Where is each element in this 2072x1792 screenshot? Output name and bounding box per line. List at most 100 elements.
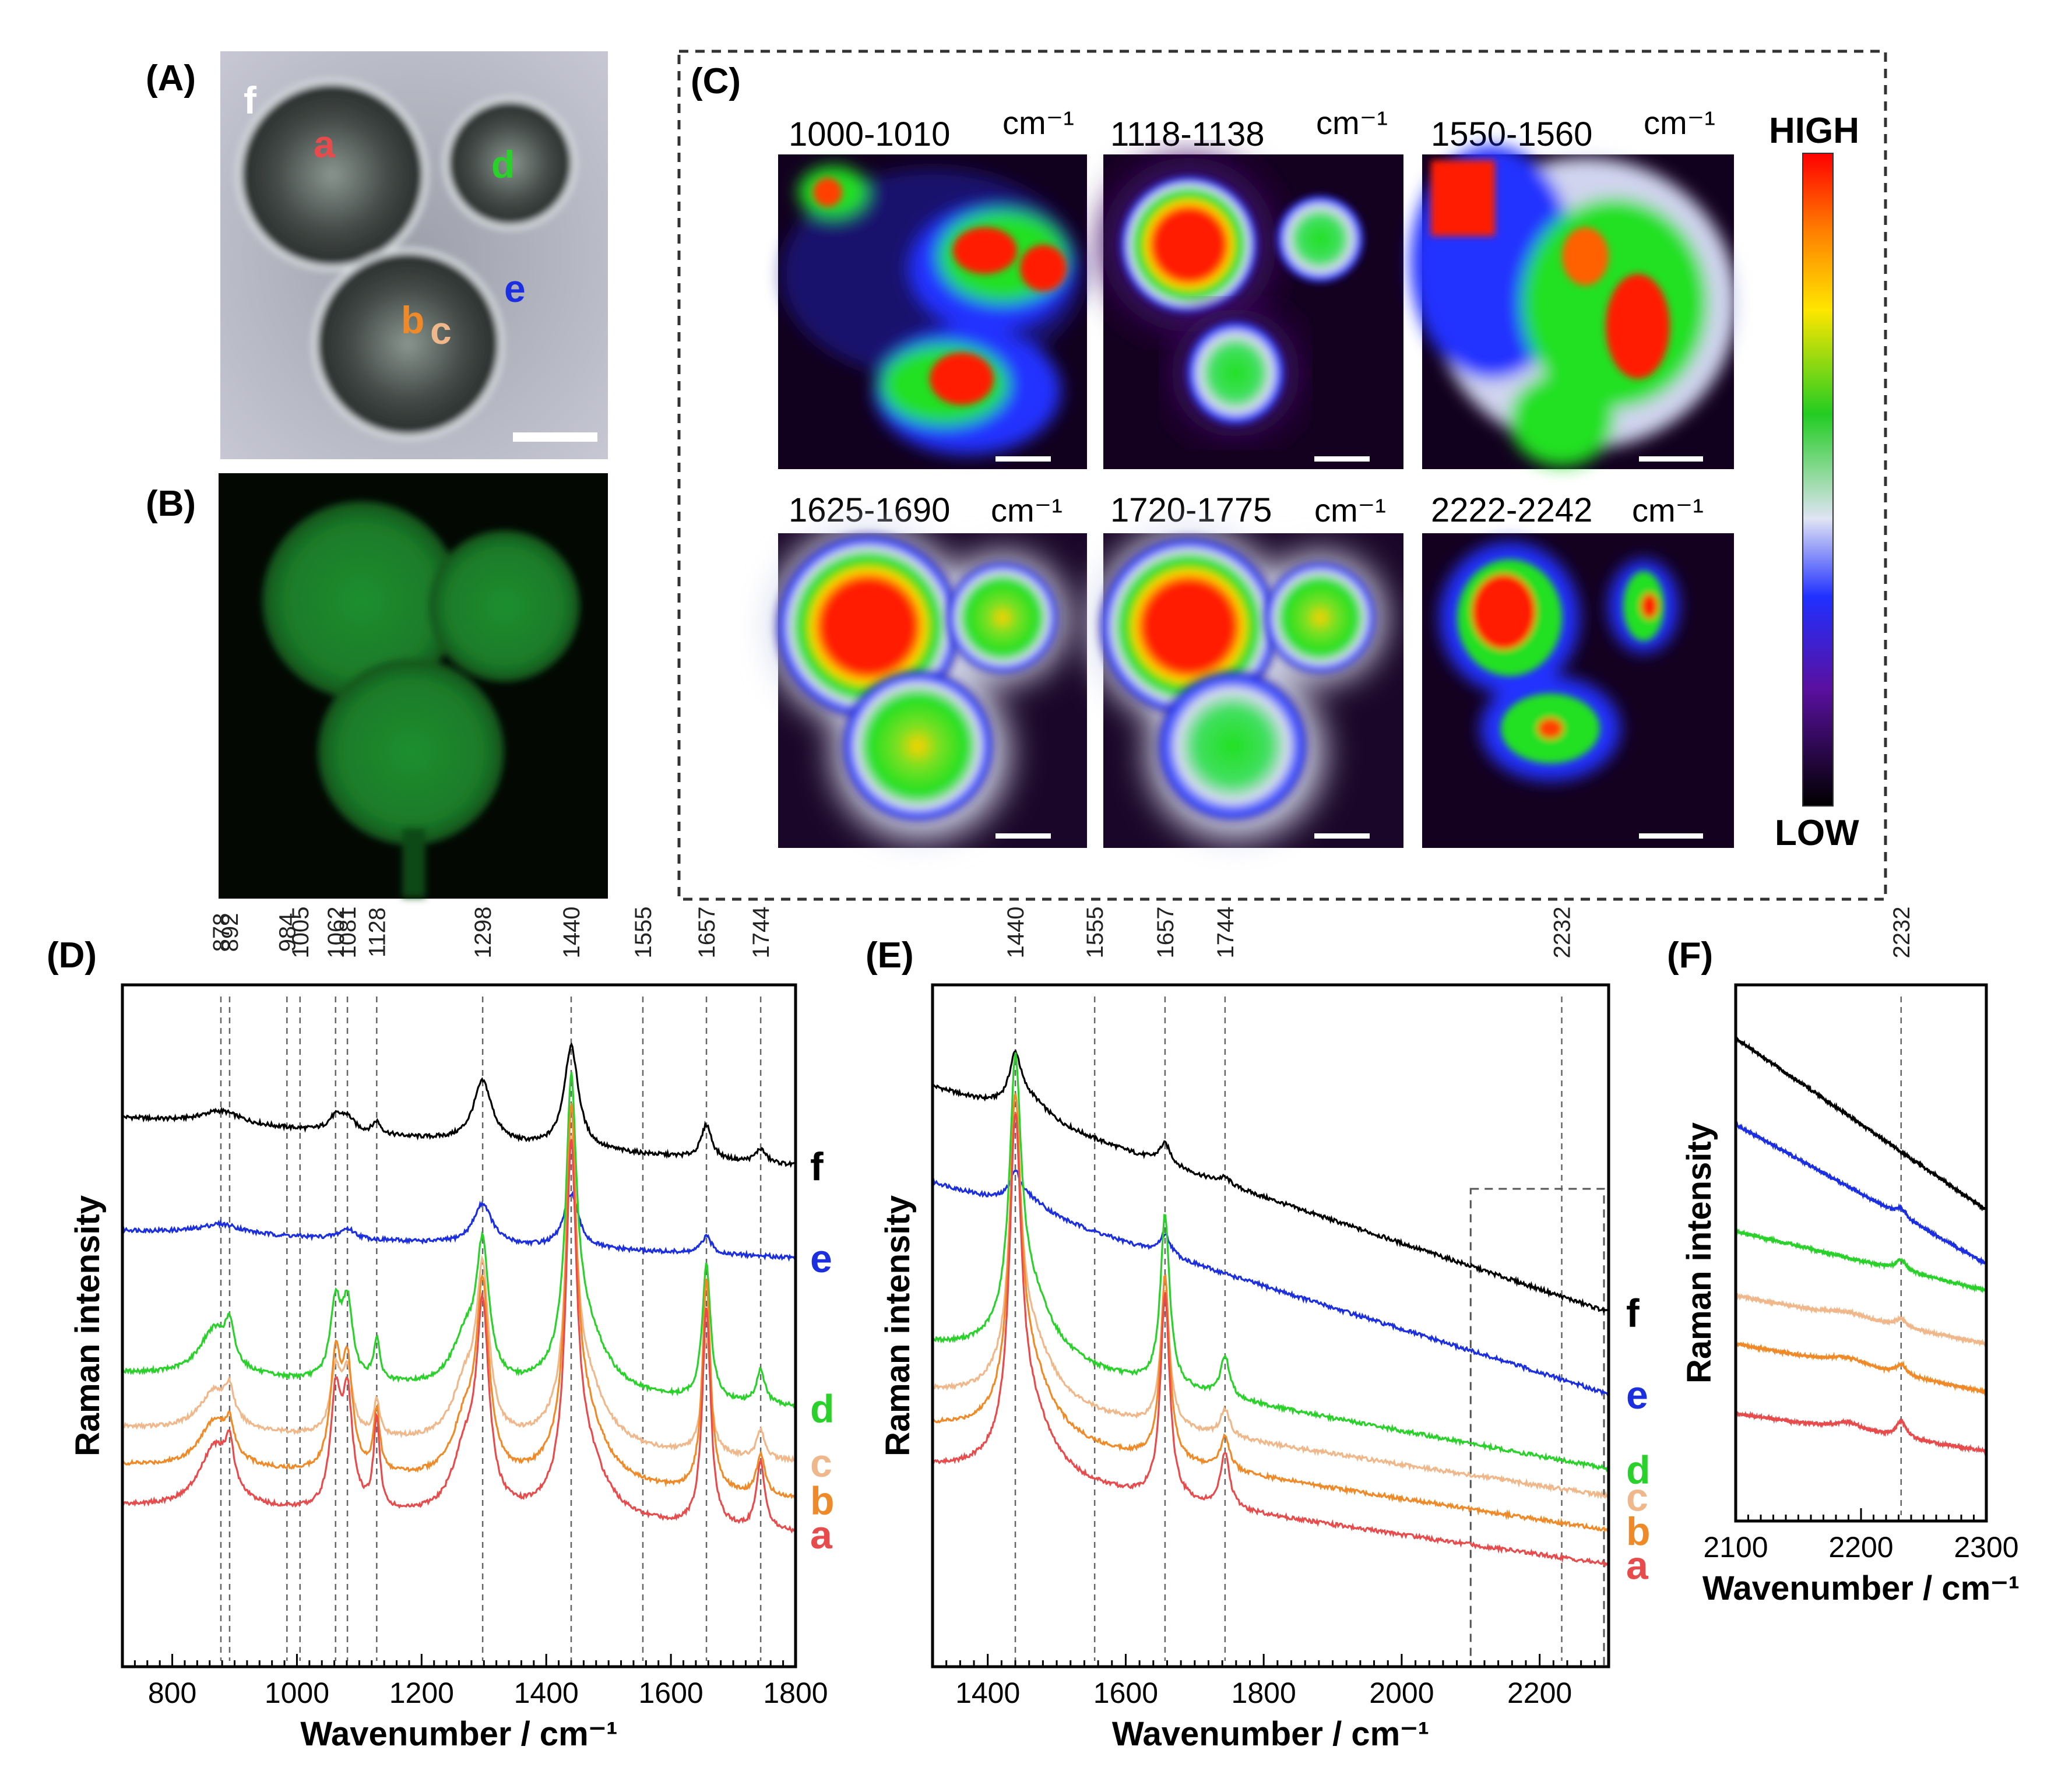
- peak-label: 2232: [1550, 907, 1575, 959]
- spectrum-line-c: [1735, 1290, 1987, 1349]
- panel-a: (A) f a d e b c: [146, 51, 608, 459]
- spectrum-line-a: [931, 1113, 1610, 1568]
- x-tick-label: 1000: [265, 1677, 329, 1709]
- x-tick-label: 2200: [1828, 1531, 1893, 1564]
- spectrum-line-f: [931, 1050, 1609, 1315]
- panel-e-label: (E): [866, 935, 914, 976]
- panel-c: (C) 1000-1010 cm⁻¹ 1118-1138 cm⁻¹ 1550-1…: [677, 50, 1887, 901]
- peak-label: 2232: [1889, 907, 1915, 959]
- peak-label: 1081: [335, 907, 361, 959]
- y-axis-label: Raman intensity: [1680, 1122, 1718, 1383]
- spectrum-line-f: [1735, 1034, 1987, 1212]
- cell-label-c: c: [430, 309, 452, 352]
- x-axis-label: Wavenumber / cm⁻¹: [1702, 1569, 2020, 1607]
- raman-map-3: [1410, 146, 1737, 469]
- spectrum-label-d: d: [810, 1386, 835, 1431]
- map-title-4: 1625-1690: [789, 491, 950, 529]
- panel-a-label: (A): [146, 58, 196, 98]
- spectrum-label-b: b: [810, 1478, 835, 1523]
- x-axis-label: Wavenumber / cm⁻¹: [300, 1715, 617, 1753]
- map-unit-5: cm⁻¹: [1314, 492, 1386, 529]
- colorbar: [1802, 153, 1834, 807]
- spectrum-line-f: [121, 1042, 796, 1168]
- spectrum-label-f: f: [810, 1145, 824, 1189]
- cell-label-d: d: [491, 143, 515, 186]
- spectrum-label-a: a: [810, 1513, 833, 1557]
- raman-map-6: [1422, 533, 1734, 848]
- spectrum-line-d: [931, 1052, 1609, 1473]
- spectrum-line-a: [121, 1139, 797, 1534]
- map-unit-6: cm⁻¹: [1632, 492, 1704, 529]
- spectrum-label-a: a: [1626, 1544, 1649, 1588]
- map-title-3: 1550-1560: [1431, 115, 1592, 153]
- peak-label: 1298: [470, 907, 496, 959]
- raman-map-2: [1102, 154, 1403, 469]
- panel-b-label: (B): [146, 484, 196, 524]
- map-title-6: 2222-2242: [1431, 491, 1592, 529]
- x-tick-label: 1800: [1232, 1677, 1296, 1709]
- spectrum-label-f: f: [1626, 1291, 1640, 1336]
- x-tick-label: 1200: [389, 1677, 454, 1709]
- spectrum-line-b: [931, 1092, 1610, 1533]
- cell-label-e: e: [504, 267, 526, 310]
- spectrum-label-c: c: [1626, 1476, 1648, 1520]
- spectrum-line-e: [121, 1191, 797, 1262]
- cell-label-b: b: [401, 298, 424, 341]
- peak-label: 1062: [323, 907, 349, 959]
- cell-label-f: f: [244, 79, 257, 122]
- scale-bar: [513, 432, 597, 442]
- map-unit-3: cm⁻¹: [1644, 104, 1715, 141]
- peak-label: 984: [275, 913, 300, 952]
- x-tick-label: 2000: [1369, 1677, 1434, 1709]
- spectrum-line-b: [1735, 1340, 1987, 1396]
- spectrum-line-d: [121, 1072, 796, 1409]
- peak-label: 878: [209, 913, 234, 952]
- x-tick-label: 2200: [1507, 1677, 1572, 1709]
- x-tick-label: 1400: [514, 1677, 579, 1709]
- x-tick-label: 800: [148, 1677, 196, 1709]
- x-tick-label: 1600: [638, 1677, 703, 1709]
- spectrum-line-a: [1735, 1410, 1987, 1456]
- peak-label: 1744: [748, 907, 774, 959]
- raman-map-5: [1093, 530, 1403, 848]
- map-unit-4: cm⁻¹: [991, 492, 1063, 529]
- map-unit-2: cm⁻¹: [1316, 104, 1388, 141]
- x-axis-label: Wavenumber / cm⁻¹: [1112, 1715, 1429, 1753]
- peak-label: 1657: [1153, 907, 1179, 959]
- inset-region-box: [1469, 1188, 1605, 1668]
- x-tick-label: 2100: [1703, 1531, 1768, 1564]
- panel-d-label: (D): [47, 935, 97, 976]
- y-axis-label: Raman intensity: [879, 1195, 917, 1456]
- peak-label: 1555: [1082, 907, 1108, 959]
- panel-f-label: (F): [1667, 935, 1713, 976]
- spectrum-label-e: e: [1626, 1373, 1648, 1417]
- peak-label: 1555: [631, 907, 656, 959]
- panel-c-label: (C): [691, 61, 741, 101]
- raman-map-1: [778, 154, 1087, 469]
- peak-label: 1128: [364, 907, 390, 957]
- spectrum-line-c: [121, 1135, 797, 1464]
- map-title-1: 1000-1010: [789, 115, 950, 153]
- spectrum-line-e: [1735, 1121, 1987, 1266]
- colorbar-high-label: HIGH: [1769, 111, 1859, 151]
- x-tick-label: 1400: [955, 1677, 1020, 1709]
- peak-label: 1657: [694, 907, 720, 959]
- spectrum-line-c: [931, 1112, 1610, 1499]
- spectrum-label-e: e: [810, 1237, 832, 1281]
- spectrum-line-d: [1735, 1227, 1987, 1294]
- peak-label: 1744: [1213, 907, 1239, 959]
- map-unit-1: cm⁻¹: [1002, 104, 1074, 141]
- spectrum-label-b: b: [1626, 1509, 1651, 1554]
- peak-label: 1005: [288, 907, 314, 959]
- spectrum-label-d: d: [1626, 1448, 1651, 1492]
- x-tick-label: 2300: [1954, 1531, 2018, 1564]
- y-axis-label: Raman intensity: [69, 1195, 107, 1456]
- peak-label: 1440: [559, 907, 585, 959]
- map-title-2: 1118-1138: [1110, 115, 1264, 153]
- peak-label: 1440: [1003, 907, 1029, 959]
- x-tick-label: 1600: [1093, 1677, 1158, 1709]
- spectrum-line-e: [931, 1170, 1610, 1397]
